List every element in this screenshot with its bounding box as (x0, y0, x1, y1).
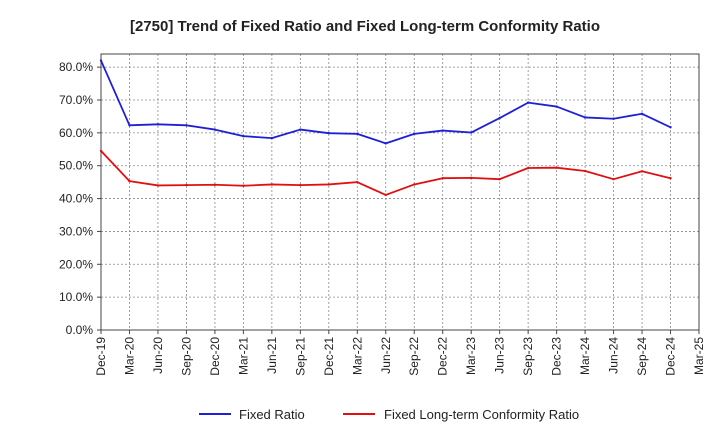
data-point (384, 193, 387, 197)
x-tick-label: Jun-24 (607, 337, 621, 374)
data-point (99, 59, 103, 62)
data-point (526, 101, 530, 104)
x-tick-label: Dec-19 (94, 337, 108, 376)
data-point (128, 124, 131, 127)
data-point (555, 166, 558, 169)
x-axis: Dec-19 Mar-20 Jun-20 Sep-20 Dec-20 Mar-21 Jun-… (94, 330, 706, 376)
x-tick-label: Dec-24 (664, 337, 678, 376)
data-point (498, 177, 501, 181)
data-point (669, 177, 672, 180)
x-tick-label: Mar-23 (464, 337, 478, 375)
data-point (213, 183, 217, 186)
data-point (128, 179, 131, 183)
y-tick-label: 20.0% (59, 257, 93, 271)
data-point (356, 132, 359, 136)
data-point (413, 183, 416, 186)
data-point (640, 170, 644, 173)
x-tick-label: Mar-21 (236, 337, 250, 375)
x-tick-label: Jun-21 (265, 337, 279, 374)
x-tick-label: Jun-22 (379, 337, 393, 374)
series-lines (99, 59, 672, 197)
data-point (441, 129, 444, 132)
data-point (612, 117, 615, 120)
x-tick-label: Jun-20 (151, 337, 165, 374)
x-tick-label: Mar-20 (122, 337, 136, 375)
data-point (299, 128, 302, 131)
y-tick-label: 80.0% (59, 60, 93, 74)
legend-label-conformity-ratio: Fixed Long-term Conformity Ratio (384, 407, 579, 422)
y-tick-label: 40.0% (59, 192, 93, 206)
data-point (583, 116, 587, 119)
data-point (299, 183, 302, 187)
data-point (384, 142, 387, 145)
data-point (469, 131, 473, 134)
data-point (356, 180, 359, 184)
x-tick-label: Sep-24 (635, 337, 649, 376)
x-tick-label: Sep-20 (179, 337, 193, 376)
data-point (640, 112, 644, 116)
series-line-1 (100, 150, 671, 196)
x-tick-label: Dec-22 (436, 337, 450, 376)
data-point (99, 149, 103, 153)
x-tick-label: Sep-22 (407, 337, 421, 376)
chart-title: [2750] Trend of Fixed Ratio and Fixed Lo… (130, 18, 600, 35)
data-point (156, 184, 160, 187)
data-point (612, 177, 615, 181)
data-point (669, 126, 672, 129)
x-tick-label: Sep-21 (293, 337, 307, 376)
x-tick-label: Mar-24 (578, 337, 592, 375)
y-tick-label: 10.0% (59, 290, 93, 304)
data-point (441, 177, 444, 180)
y-tick-label: 70.0% (59, 93, 93, 107)
data-point (185, 124, 188, 127)
data-point (213, 128, 217, 131)
x-tick-label: Mar-22 (350, 337, 364, 375)
x-tick-label: Dec-20 (208, 337, 222, 376)
x-tick-label: Sep-23 (521, 337, 535, 376)
data-point (270, 136, 274, 140)
x-tick-label: Dec-21 (322, 337, 336, 376)
data-point (327, 183, 331, 186)
x-tick-label: Jun-23 (493, 337, 507, 374)
data-point (327, 131, 331, 135)
data-point (185, 183, 188, 187)
plot-frame (100, 53, 700, 331)
data-point (413, 132, 416, 136)
x-tick-label: Mar-25 (692, 337, 706, 375)
data-point (526, 166, 530, 170)
data-point (555, 105, 558, 108)
data-point (156, 123, 160, 126)
data-point (498, 116, 501, 120)
y-tick-label: 50.0% (59, 159, 93, 173)
data-point (242, 184, 245, 187)
data-point (242, 134, 245, 138)
y-tick-label: 30.0% (59, 224, 93, 238)
y-tick-label: 0.0% (66, 323, 94, 337)
data-point (469, 176, 473, 180)
grid (101, 54, 699, 330)
legend: Fixed Ratio Fixed Long-term Conformity R… (199, 407, 579, 422)
data-point (270, 183, 274, 186)
y-axis: 0.0% 10.0% 20.0% 30.0% 40.0% 50.0% 60.0% 70.0% 8… (59, 60, 101, 337)
data-point (583, 169, 587, 173)
y-tick-label: 60.0% (59, 126, 93, 140)
x-tick-label: Dec-23 (550, 337, 564, 376)
legend-label-fixed-ratio: Fixed Ratio (239, 407, 305, 422)
